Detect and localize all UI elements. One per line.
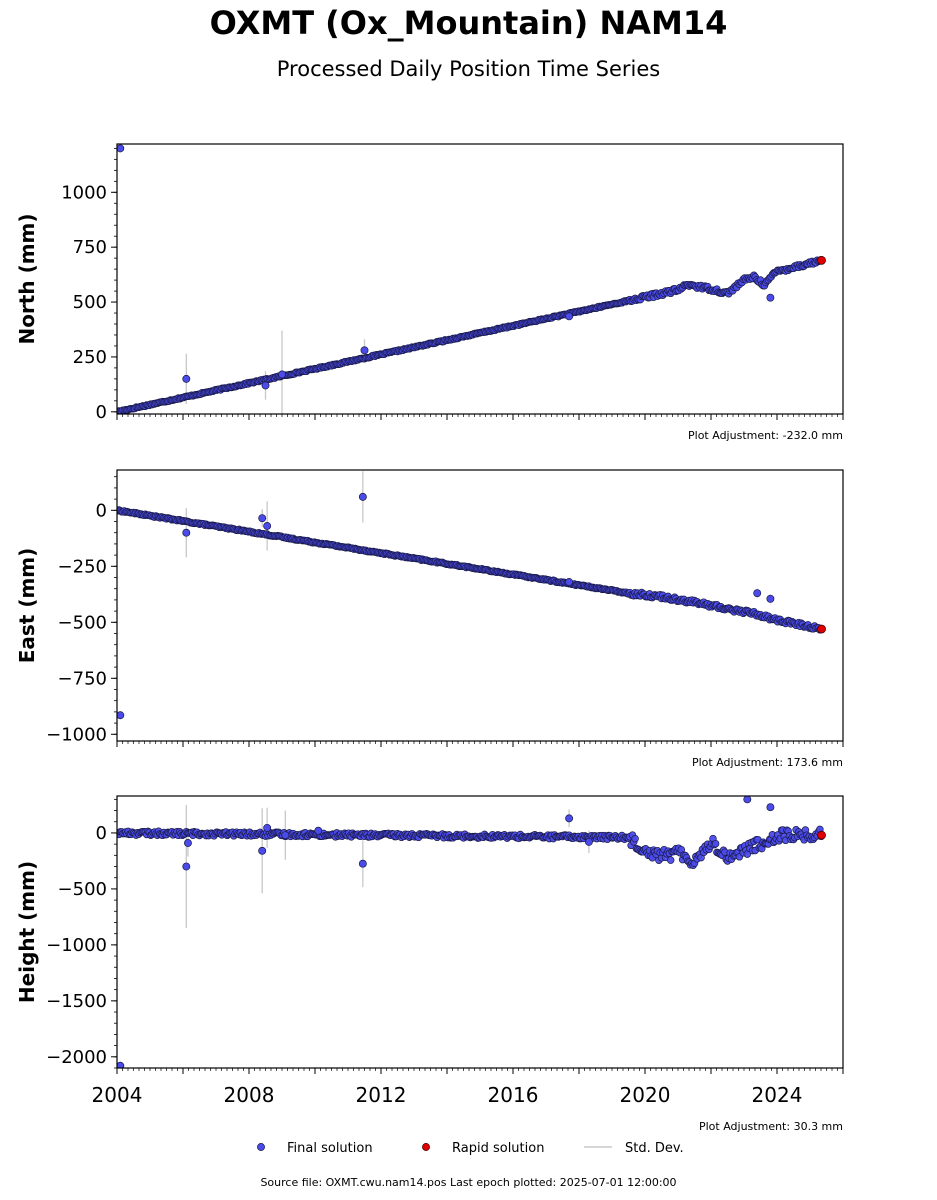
legend-stddev-label: Std. Dev. <box>625 1141 684 1156</box>
y-tick-label: −500 <box>58 879 107 900</box>
legend-final-marker <box>257 1143 265 1151</box>
y-tick-label: −250 <box>58 556 107 577</box>
final-outlier-point <box>358 859 367 868</box>
x-tick-label: 2004 <box>92 1083 143 1107</box>
y-tick-label: 500 <box>73 292 107 313</box>
final-outlier-point <box>314 826 323 835</box>
y-axis-label: Height (mm) <box>15 861 39 1003</box>
y-axis-label: North (mm) <box>15 213 39 344</box>
data-layer-1 <box>117 471 826 720</box>
legend-rapid-marker <box>422 1143 430 1151</box>
final-outlier-point <box>584 837 593 846</box>
final-outlier-point <box>261 381 270 390</box>
x-tick-label: 2024 <box>752 1083 803 1107</box>
chart-title: OXMT (Ox_Mountain) NAM14 <box>209 4 728 42</box>
rapid-point <box>817 624 826 634</box>
final-outlier-point <box>278 370 286 379</box>
y-tick-label: 0 <box>96 500 107 521</box>
data-layer-0 <box>117 144 826 414</box>
y-tick-label: −1500 <box>46 991 107 1012</box>
final-outlier-point <box>766 803 775 812</box>
legend-final-label: Final solution <box>287 1141 373 1156</box>
rapid-point <box>817 255 826 265</box>
final-outlier-point <box>743 796 752 804</box>
final-point <box>666 856 675 864</box>
legend: Final solution Rapid solution Std. Dev. <box>257 1141 684 1156</box>
final-outlier-point <box>766 293 775 302</box>
final-point <box>631 834 639 843</box>
panel-2: −2000 −1500 −1000 −500 0 2004 2008 2012 2016 2020… <box>15 795 844 1133</box>
legend-rapid-label: Rapid solution <box>452 1141 544 1156</box>
final-outlier-point <box>358 492 367 501</box>
source-footer: Source file: OXMT.cwu.nam14.pos Last epo… <box>260 1176 677 1189</box>
final-outlier-point <box>766 594 775 603</box>
y-tick-label: −2000 <box>46 1047 107 1068</box>
plot-adjustment-label: Plot Adjustment: -232.0 mm <box>688 429 843 442</box>
plot-adjustment-label: Plot Adjustment: 173.6 mm <box>692 756 843 769</box>
panel-0: 0 250 500 750 1000 North (mm) Plot Adjustment:… <box>15 143 844 442</box>
final-outlier-point <box>183 839 192 847</box>
final-outlier-point <box>565 814 574 823</box>
final-outlier-point <box>182 862 191 871</box>
plot-frame <box>116 469 844 742</box>
data-layer-2 <box>117 796 826 1068</box>
y-tick-label: −750 <box>58 668 107 689</box>
y-tick-label: −1000 <box>46 935 107 956</box>
final-outlier-point <box>281 831 290 840</box>
plot-frame <box>116 143 844 415</box>
final-outlier-point <box>117 711 125 720</box>
y-tick-label: 250 <box>73 347 107 368</box>
final-outlier-point <box>753 589 762 598</box>
final-outlier-point <box>565 312 574 321</box>
final-outlier-point <box>117 144 125 153</box>
y-tick-label: 0 <box>96 823 107 844</box>
final-outlier-point <box>258 846 267 855</box>
panel-1: −1000 −750 −500 −250 0 East (mm) Plot Adjustme… <box>15 469 844 769</box>
y-tick-label: −1000 <box>46 724 107 745</box>
chart-subtitle: Processed Daily Position Time Series <box>276 57 661 81</box>
x-tick-label: 2008 <box>224 1083 275 1107</box>
y-tick-label: 750 <box>73 237 107 258</box>
y-tick-label: 0 <box>96 402 107 423</box>
final-outlier-point <box>182 374 191 383</box>
x-tick-label: 2012 <box>356 1083 407 1107</box>
final-outlier-point <box>565 578 574 586</box>
x-tick-label: 2020 <box>620 1083 671 1107</box>
final-outlier-point <box>360 346 369 355</box>
final-point <box>711 839 720 848</box>
y-tick-label: −500 <box>58 612 107 633</box>
rapid-point <box>817 830 826 840</box>
x-tick-label: 2016 <box>488 1083 539 1107</box>
y-tick-label: 1000 <box>61 182 107 203</box>
plot-adjustment-label: Plot Adjustment: 30.3 mm <box>699 1120 843 1133</box>
final-outlier-point <box>182 528 191 537</box>
final-outlier-point <box>117 1061 125 1068</box>
y-axis-label: East (mm) <box>15 548 39 664</box>
final-outlier-point <box>263 522 272 530</box>
final-outlier-point <box>263 823 272 832</box>
final-outlier-point <box>258 514 267 523</box>
